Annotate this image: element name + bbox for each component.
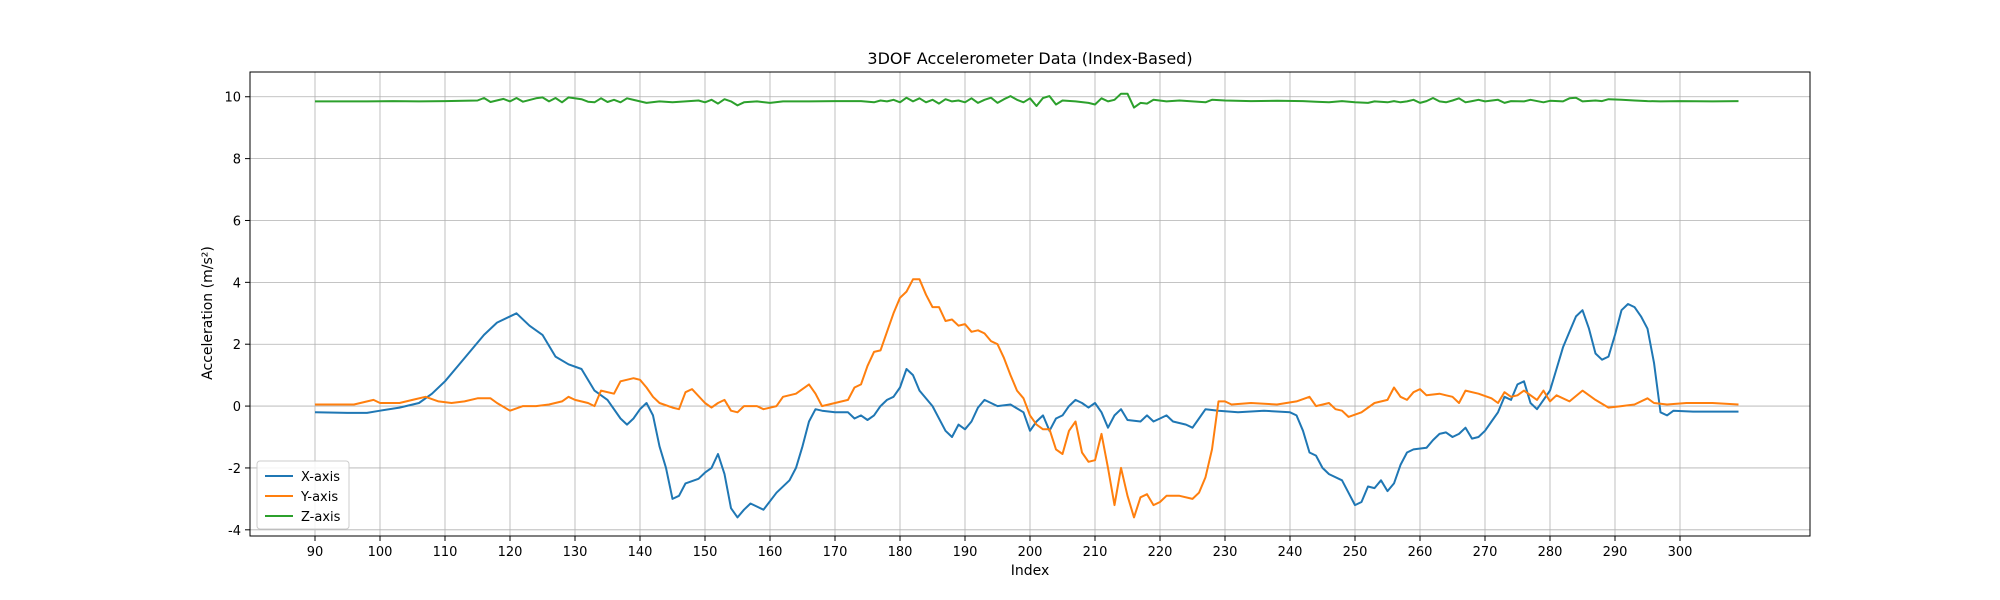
x-tick-label: 90 xyxy=(307,545,324,560)
x-tick-label: 190 xyxy=(953,545,978,560)
legend: X-axis Y-axis Z-axis xyxy=(256,460,350,530)
legend-label: X-axis xyxy=(301,470,340,485)
x-tick-label: 230 xyxy=(1213,545,1238,560)
y-tick-label: 6 xyxy=(233,214,241,229)
series-lines xyxy=(314,92,1739,519)
legend-box xyxy=(256,460,350,530)
y-tick-label: -2 xyxy=(228,462,241,477)
y-tick-label: 2 xyxy=(233,338,241,353)
series-line-x-axis xyxy=(314,303,1739,519)
x-tick-label: 300 xyxy=(1668,545,1693,560)
x-tick-label: 130 xyxy=(563,545,588,560)
x-tick-label: 180 xyxy=(888,545,913,560)
x-tick-label: 110 xyxy=(433,545,458,560)
x-axis-ticks: 90 100 110 120 130 140 150 160 170 180 190 200 210 22… xyxy=(307,536,1693,560)
x-tick-label: 120 xyxy=(498,545,523,560)
x-tick-label: 220 xyxy=(1148,545,1173,560)
x-tick-label: 160 xyxy=(758,545,783,560)
y-tick-label: -4 xyxy=(228,524,241,539)
y-tick-label: 0 xyxy=(233,400,241,415)
x-tick-label: 250 xyxy=(1343,545,1368,560)
x-tick-label: 260 xyxy=(1408,545,1433,560)
x-tick-label: 170 xyxy=(823,545,848,560)
x-tick-label: 280 xyxy=(1538,545,1563,560)
chart-title: 3DOF Accelerometer Data (Index-Based) xyxy=(867,49,1192,68)
series-line-y-axis xyxy=(315,278,1739,519)
series-line-z-axis xyxy=(315,92,1739,109)
y-axis-ticks: -4 -2 0 2 4 6 8 10 xyxy=(224,91,250,539)
y-tick-label: 8 xyxy=(233,153,241,168)
x-tick-label: 270 xyxy=(1473,545,1498,560)
y-tick-label: 10 xyxy=(224,91,241,106)
grid-lines xyxy=(250,72,1810,536)
legend-label: Z-axis xyxy=(301,510,341,525)
y-axis-label: Acceleration (m/s²) xyxy=(200,246,216,380)
x-tick-label: 200 xyxy=(1018,545,1043,560)
x-tick-label: 140 xyxy=(628,545,653,560)
x-tick-label: 210 xyxy=(1083,545,1108,560)
x-tick-label: 240 xyxy=(1278,545,1303,560)
x-tick-label: 290 xyxy=(1603,545,1628,560)
x-tick-label: 100 xyxy=(368,545,393,560)
x-tick-label: 150 xyxy=(693,545,718,560)
legend-label: Y-axis xyxy=(300,490,338,505)
y-tick-label: 4 xyxy=(233,276,241,291)
x-axis-label: Index xyxy=(1011,563,1050,579)
